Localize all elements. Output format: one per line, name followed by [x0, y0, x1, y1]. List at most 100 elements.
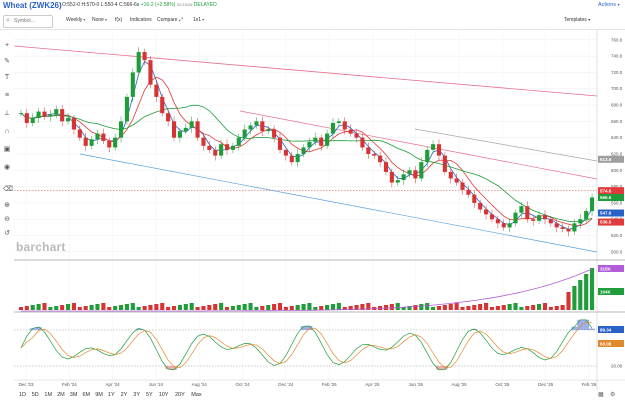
reset-icon[interactable]: ↺: [4, 230, 10, 237]
timeframe-1d[interactable]: 1D: [19, 392, 27, 398]
candle-body: [95, 133, 100, 140]
fibonacci-icon[interactable]: ≡: [4, 92, 10, 99]
candle-body: [295, 153, 300, 163]
candle-body: [213, 149, 218, 156]
calendar-icon[interactable]: ▦: [598, 392, 604, 398]
price-tick-label: 720.0: [611, 70, 623, 75]
quote-line: O:552-0 H:570-0 L:550-4 C:566-6s +16-2 (…: [62, 2, 217, 8]
volume-bar: [54, 306, 59, 310]
oscillator-tag-bg: [598, 340, 624, 347]
indicators-button[interactable]: Indicators: [130, 17, 152, 23]
price-chart[interactable]: 760.0 740.0 720.0 700.0 680.0 660.0 640.0 620.0…: [0, 30, 625, 390]
fullscreen-icon[interactable]: ⤢: [179, 17, 184, 23]
compare-label: Compare: [157, 17, 178, 23]
volume-bar: [531, 305, 536, 310]
search-icon: ⌕: [6, 17, 10, 24]
timeframe-1y[interactable]: 1Y: [107, 392, 115, 398]
oscillator-tick-label: 20.00: [611, 364, 623, 369]
timeframe-3y[interactable]: 3Y: [133, 392, 141, 398]
timeframe-10y[interactable]: 10Y: [158, 392, 169, 398]
candle-body: [589, 197, 595, 212]
moving-average-line: [20, 76, 593, 226]
text-icon[interactable]: T: [4, 74, 10, 81]
candle-body: [177, 131, 182, 138]
actions-menu[interactable]: Actions ▾: [598, 2, 620, 8]
draw-tools-button[interactable]: f(x): [115, 17, 122, 23]
chart-grid: [14, 30, 625, 390]
eye-icon[interactable]: ◉: [3, 164, 11, 171]
timeframe-5y[interactable]: 5Y: [146, 392, 153, 398]
volume-tag: 315K: [598, 265, 624, 272]
date-tick-label: Apr '25: [365, 382, 380, 387]
trash-icon[interactable]: ⌫: [3, 186, 13, 193]
price-tags: 613.5 574.6 566.6 547.6 536.5: [598, 155, 624, 226]
candle-body: [254, 121, 259, 126]
timeframe-9m[interactable]: 9M: [95, 392, 103, 398]
volume-bar: [389, 304, 394, 310]
volume-bar: [454, 303, 459, 310]
lock-icon[interactable]: ▣: [3, 146, 11, 153]
candle-body: [348, 129, 353, 134]
timeframe-2y[interactable]: 2Y: [120, 392, 128, 398]
candle-body: [307, 141, 312, 148]
templates-menu[interactable]: Templates ▾: [564, 17, 590, 23]
zoom-out-icon[interactable]: ⊖: [4, 216, 10, 223]
volume-bar: [283, 307, 288, 310]
gear-icon[interactable]: ⚙: [610, 392, 616, 398]
candle-body: [436, 144, 442, 156]
timeframe-20y[interactable]: 20Y: [175, 392, 185, 398]
candle-body: [560, 227, 565, 230]
compare-button[interactable]: Compare: [157, 17, 178, 23]
price-tag-bg: [598, 218, 624, 226]
candle-body: [136, 52, 141, 73]
volume-bar: [224, 307, 230, 310]
timeframe-6m[interactable]: 6M: [82, 392, 91, 398]
overbought-shade: [135, 328, 142, 330]
price-tag-label: 566.6: [600, 195, 612, 200]
timeframe-3m[interactable]: 3M: [69, 392, 78, 398]
volume-bar: [48, 307, 53, 310]
candle-body: [478, 202, 483, 210]
timeframe-5d[interactable]: 5D: [31, 392, 39, 398]
channel-upper-line: [239, 110, 598, 180]
timeframe-2m[interactable]: 2M: [57, 392, 65, 398]
zoom-in-icon[interactable]: ⊕: [4, 202, 10, 209]
candle-body: [519, 206, 524, 213]
stochastic-d-line: [20, 321, 593, 368]
timeframe-max[interactable]: Max: [191, 392, 202, 398]
volume-bar: [177, 305, 182, 310]
volume-bar: [36, 304, 41, 310]
volume-tag-label: 104K: [600, 290, 612, 295]
volume-bar: [77, 307, 82, 310]
period-select[interactable]: Weekly▾: [66, 17, 85, 23]
volume-bar: [478, 304, 483, 310]
candle-body: [107, 140, 112, 148]
layout-select[interactable]: 1x1▾: [193, 17, 204, 23]
symbol-input[interactable]: [14, 17, 50, 25]
overlay-select[interactable]: None▾: [92, 17, 107, 23]
crosshair-icon[interactable]: +: [4, 42, 10, 49]
magnet-icon[interactable]: ∩: [4, 128, 10, 135]
volume-bar: [589, 268, 595, 310]
candle-body: [319, 137, 324, 146]
candle-body: [313, 137, 318, 142]
candle-body: [224, 144, 230, 150]
candle-body: [572, 223, 577, 232]
candle-body: [266, 129, 271, 132]
price-tick-label: 660.0: [611, 119, 623, 124]
volume-bar: [425, 303, 430, 310]
candle-body: [65, 118, 71, 122]
pencil-icon[interactable]: ✎: [4, 58, 10, 65]
timeframe-1m[interactable]: 1M: [44, 392, 53, 398]
price-tag-label: 536.5: [600, 220, 612, 225]
symbol-search[interactable]: ⌕: [3, 15, 53, 28]
ruler-icon[interactable]: ⟂: [4, 110, 10, 117]
volume-bar: [242, 304, 247, 310]
volume-bar: [484, 303, 489, 310]
volume-bar: [342, 307, 347, 310]
candle-body: [336, 121, 341, 123]
volume-tag-bg: [598, 265, 624, 272]
volume-bar: [460, 307, 465, 310]
timeframe-bar: [0, 390, 625, 401]
